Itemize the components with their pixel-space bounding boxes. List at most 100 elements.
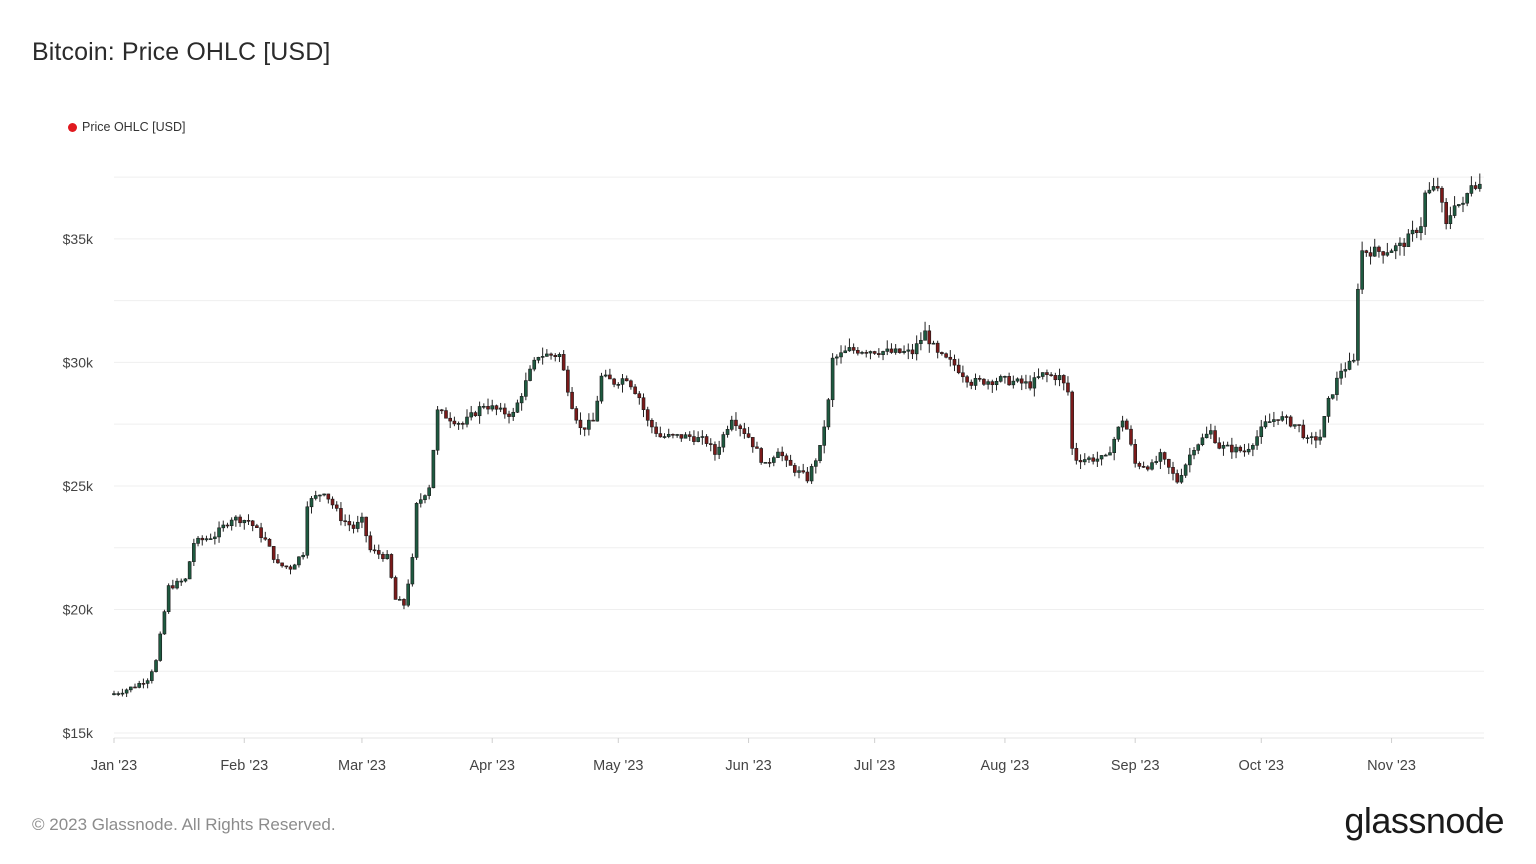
candle-body <box>246 520 251 522</box>
candle-body <box>1255 436 1259 446</box>
candle-body <box>591 419 595 422</box>
candle-body <box>549 353 553 356</box>
candle-body <box>654 426 658 434</box>
candle-body <box>456 423 461 425</box>
candle-body <box>444 410 448 419</box>
candle-body <box>1343 369 1348 372</box>
candle-body <box>616 384 621 386</box>
candle-body <box>1112 438 1116 453</box>
candle-body <box>851 347 856 351</box>
candle-body <box>645 409 650 421</box>
candle-body <box>393 577 398 600</box>
candle-body <box>473 412 478 417</box>
candle-body <box>1242 450 1247 453</box>
candle-body <box>200 537 205 541</box>
candle-body <box>603 374 608 377</box>
candle-body <box>717 446 721 455</box>
candle-body <box>969 381 974 386</box>
candle-body <box>608 374 612 380</box>
candle-body <box>418 499 423 504</box>
candle-body <box>1045 372 1049 375</box>
candle-body <box>179 580 184 583</box>
candle-body <box>1003 375 1007 378</box>
x-tick-label: Apr '23 <box>469 758 515 774</box>
candle-body <box>1330 394 1335 399</box>
candle-body <box>1200 437 1205 445</box>
candle-body <box>893 348 898 353</box>
candle-body <box>150 671 154 681</box>
candle-body <box>566 369 570 393</box>
candle-body <box>784 455 789 461</box>
candle-body <box>406 583 410 606</box>
candle-body <box>780 451 784 457</box>
candle-body <box>1423 192 1427 227</box>
candle-body <box>738 425 742 429</box>
candle-body <box>187 561 192 580</box>
candle-body <box>826 399 831 428</box>
candle-body <box>1381 251 1385 256</box>
candle-body <box>1175 473 1180 483</box>
candle-body <box>360 516 364 523</box>
candle-body <box>477 406 482 417</box>
candle-body <box>204 538 209 541</box>
candle-body <box>1120 420 1125 428</box>
candle-body <box>532 359 537 370</box>
candle-body <box>1431 186 1436 191</box>
candle-body <box>326 493 331 500</box>
candle-body <box>814 460 818 467</box>
candle-body <box>364 516 368 537</box>
candle-body <box>570 391 574 409</box>
candle-body <box>1108 452 1112 456</box>
y-tick-label: $35k <box>63 231 94 247</box>
candle-body <box>868 351 873 354</box>
candle-body <box>175 580 179 589</box>
candle-body <box>145 680 150 684</box>
candle-body <box>1410 229 1415 235</box>
glassnode-logo: glassnode <box>1344 800 1504 841</box>
candle-body <box>1234 446 1238 453</box>
candle-body <box>465 416 469 425</box>
candle-body <box>1351 359 1356 362</box>
candle-body <box>708 443 713 445</box>
candle-body <box>330 498 335 506</box>
candle-body <box>1057 375 1062 381</box>
candle-body <box>713 444 717 455</box>
candle-body <box>1066 382 1070 393</box>
candle-body <box>1074 448 1079 461</box>
candle-body <box>839 352 843 358</box>
candle-body <box>1032 377 1037 389</box>
candle-body <box>679 434 684 439</box>
candle-body <box>1377 246 1381 252</box>
candle-body <box>1007 375 1011 386</box>
candle-body <box>986 381 990 385</box>
candle-body <box>792 465 797 473</box>
candle-body <box>822 426 827 446</box>
candle-body <box>448 417 452 422</box>
candle-body <box>1309 436 1314 438</box>
candle-body <box>255 525 259 529</box>
candle-body <box>1398 242 1402 246</box>
candle-body <box>1452 205 1457 216</box>
x-tick-label: Jun '23 <box>725 758 771 774</box>
candle-body <box>1217 442 1222 449</box>
candle-body <box>528 368 532 381</box>
candle-body <box>881 351 885 355</box>
candle-body <box>700 436 705 438</box>
candle-body <box>1103 454 1108 457</box>
candle-body <box>835 356 839 359</box>
candle-body <box>927 330 932 345</box>
candle-body <box>1297 424 1301 426</box>
candle-body <box>276 559 280 564</box>
y-tick-label: $25k <box>63 478 94 494</box>
candle-body <box>372 549 377 552</box>
y-tick-label: $30k <box>63 354 94 370</box>
candle-body <box>1293 424 1297 427</box>
candle-body <box>381 553 385 560</box>
candle-body <box>788 459 793 466</box>
chart-legend[interactable]: Price OHLC [USD] <box>68 120 186 134</box>
candle-body <box>129 686 133 691</box>
candle-body <box>931 342 936 345</box>
candle-body <box>553 355 558 358</box>
candle-body <box>746 433 751 438</box>
candle-body <box>410 557 415 585</box>
